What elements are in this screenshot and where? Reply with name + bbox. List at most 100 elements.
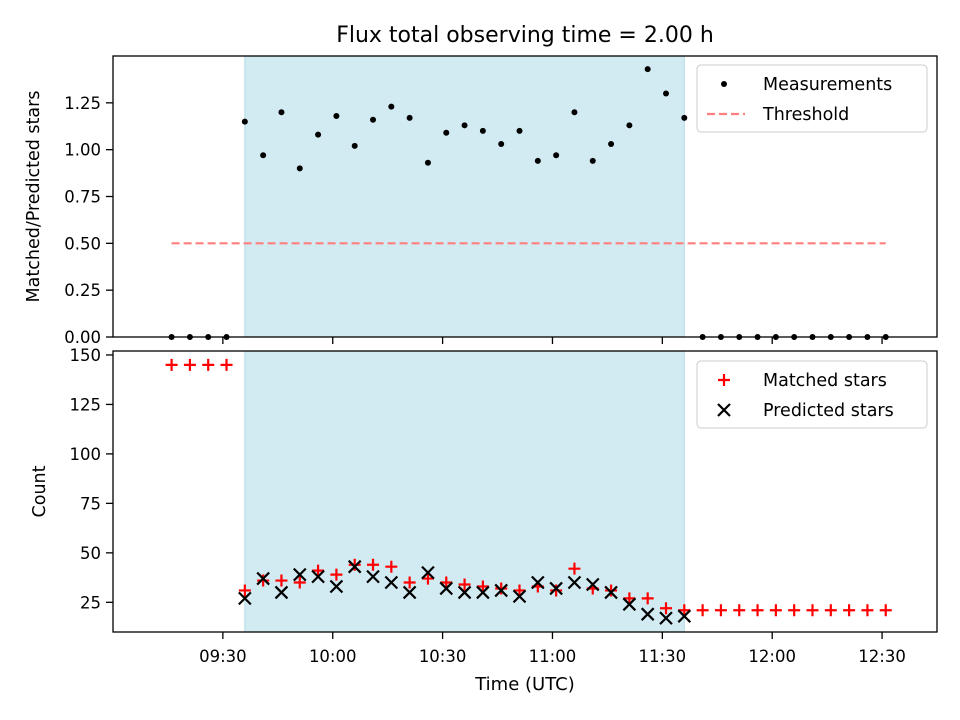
legend — [696, 360, 928, 429]
predicted-star-point — [238, 591, 252, 606]
predicted-star-point — [659, 611, 673, 625]
x-tick-label: 10:00 — [309, 647, 357, 666]
matched-star-point — [806, 604, 819, 617]
predicted-star-point — [567, 575, 582, 590]
measurement-point — [644, 66, 651, 73]
matched-star-point — [165, 358, 178, 371]
matched-star-point — [238, 584, 251, 597]
legend — [696, 64, 928, 133]
x-tick-label: 11:30 — [639, 647, 687, 666]
legend-label: Measurements — [763, 75, 892, 95]
measurement-point — [479, 127, 486, 134]
measurement-point — [498, 141, 505, 148]
x-tick-label: 11:00 — [529, 647, 577, 666]
matched-star-point — [550, 584, 563, 597]
measurement-point — [424, 159, 431, 166]
y-tick-label: 1.00 — [64, 141, 101, 160]
predicted-star-point — [457, 585, 472, 600]
legend-label: Predicted stars — [763, 401, 894, 421]
predicted-star-point — [311, 569, 325, 584]
y-tick-label: 25 — [80, 593, 101, 612]
measurement-point — [241, 118, 248, 125]
observing-window — [244, 55, 685, 338]
matched-star-point — [641, 592, 654, 605]
bottom-panel: 25 50 75 100 125 150 09:30 10:00 10:30 11:00 11:30… — [30, 346, 938, 666]
matched-star-point — [183, 358, 196, 371]
predicted-star-point — [604, 585, 618, 600]
legend-label: Matched stars — [763, 371, 887, 391]
predicted-star-point — [384, 575, 399, 590]
legend-marker-measurements — [721, 81, 727, 87]
y-tick-label: 1.25 — [64, 94, 101, 113]
x-axis-label: Time (UTC) — [474, 674, 575, 695]
measurement-point — [315, 131, 322, 138]
predicted-star-point — [256, 571, 270, 586]
predicted-star-point — [512, 589, 527, 604]
predicted-star-point — [677, 609, 692, 623]
matched-star-point — [659, 602, 672, 615]
legend-label: Threshold — [762, 105, 849, 125]
measurement-point — [333, 112, 340, 119]
measurement-point — [516, 127, 523, 134]
matched-star-point — [605, 584, 618, 597]
measurement-point — [626, 122, 633, 129]
measurement-point — [370, 116, 377, 123]
predicted-star-point — [622, 597, 637, 612]
matched-star-point — [495, 582, 508, 595]
measurement-point — [681, 114, 688, 121]
predicted-star-point — [402, 585, 417, 600]
y-tick-label: 0.00 — [64, 328, 101, 347]
measurement-point — [534, 157, 541, 164]
matched-star-point — [769, 604, 782, 617]
matched-star-point — [275, 574, 288, 587]
measurement-point — [388, 103, 395, 110]
matched-star-point — [879, 604, 892, 617]
matched-star-point — [440, 576, 453, 589]
measurement-point — [589, 157, 596, 164]
matched-star-point — [678, 604, 691, 617]
matched-star-point — [861, 604, 874, 617]
measurement-point — [443, 129, 450, 136]
matched-star-point — [513, 584, 526, 597]
legend-marker-predicted — [717, 403, 731, 417]
x-tick-label: 12:00 — [748, 647, 796, 666]
y-axis-label: Count — [30, 465, 50, 517]
matched-star-point — [751, 604, 764, 617]
y-tick-label: 75 — [80, 494, 101, 513]
measurement-point — [553, 152, 560, 159]
matched-star-point — [202, 358, 215, 371]
predicted-star-point — [347, 559, 362, 574]
predicted-star-point — [531, 575, 545, 590]
predicted-star-point — [292, 567, 307, 582]
matched-star-point — [385, 560, 398, 573]
matched-star-point — [568, 562, 581, 575]
axes-frame — [112, 350, 938, 633]
measurement-point — [278, 109, 285, 116]
predicted-star-point — [585, 577, 600, 592]
measurement-point — [406, 114, 413, 121]
matched-star-point — [714, 604, 727, 617]
x-tick-label: 10:30 — [419, 647, 467, 666]
matched-star-point — [348, 558, 361, 571]
top-panel: 0.00 0.25 0.50 0.75 1.00 1.25 Matched/Predicte… — [24, 55, 938, 347]
y-tick-label: 150 — [70, 346, 102, 365]
predicted-star-point — [274, 585, 289, 600]
predicted-star-point — [366, 569, 380, 584]
predicted-star-point — [329, 579, 344, 594]
matched-star-point — [788, 604, 801, 617]
y-axis-label: Matched/Predicted stars — [24, 91, 44, 303]
measurement-point — [296, 165, 303, 172]
matched-star-point — [733, 604, 746, 617]
matched-star-point — [330, 568, 343, 581]
legend-marker-matched — [718, 374, 730, 386]
y-tick-label: 0.25 — [64, 281, 101, 300]
axes-frame — [112, 55, 938, 338]
matched-star-point — [257, 574, 270, 587]
measurement-point — [571, 109, 578, 116]
y-tick-label: 0.50 — [64, 234, 101, 253]
matched-star-point — [367, 558, 380, 571]
matched-star-point — [220, 358, 233, 371]
matched-star-point — [312, 564, 325, 577]
measurement-point — [260, 152, 267, 159]
